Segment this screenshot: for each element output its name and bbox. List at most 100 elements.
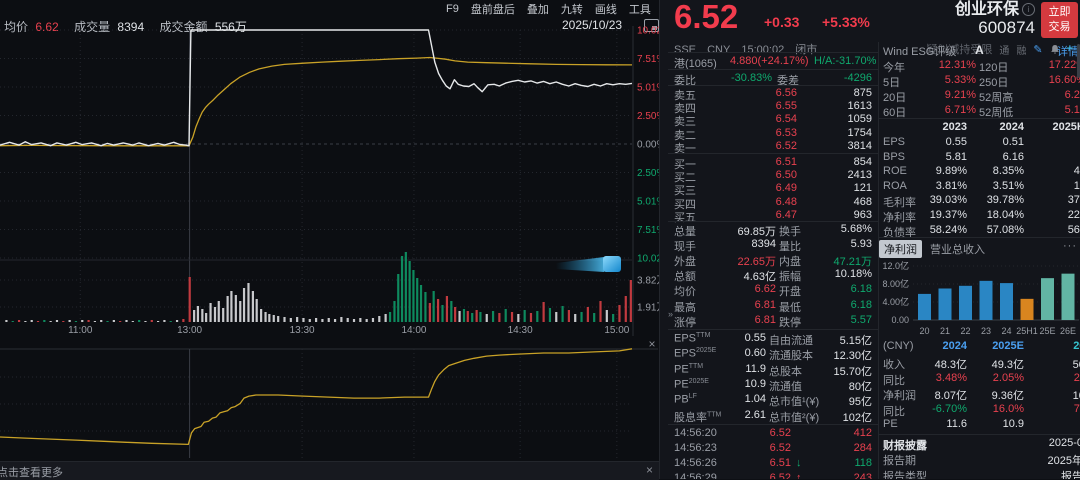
forecast-value-2: 16.0%	[992, 402, 1024, 415]
svg-text:3.82万: 3.82万	[637, 276, 659, 287]
hshare-premium: H/A:-31.70%	[814, 55, 877, 67]
notification-text[interactable]: 点击查看更多	[0, 467, 63, 479]
ask-row[interactable]: 卖二 6.53 1754	[668, 127, 878, 142]
valuation-row: EPS2025E 0.60 流通股本 12.30亿	[668, 347, 878, 362]
earnings-bar-chart[interactable]: 12.0亿 8.00亿 4.00亿 0.00 20 21 22 23 24 25H1 25E 26E	[879, 256, 1080, 338]
ask-row[interactable]: 卖一 6.52 3814	[668, 140, 878, 155]
valuation-value-2: 102亿	[842, 411, 872, 424]
panel-expand-icon[interactable]: »	[668, 309, 674, 319]
tick-row[interactable]: 14:56:23 6.52 284	[668, 442, 878, 456]
range-value-1: 6.71%	[944, 104, 976, 116]
bid-row[interactable]: 买三 6.49 121	[668, 182, 878, 197]
notification-close-icon[interactable]: ×	[646, 463, 654, 477]
range-label-1: 5日	[883, 77, 901, 89]
forecast-value-3: 10.1亿	[1072, 390, 1080, 403]
forecast-value-3: 7.85%	[1073, 402, 1080, 415]
forecast-row: 净利润 8.07亿 9.36亿 10.1亿	[879, 387, 1080, 403]
intraday-chart[interactable]: 10.02% 7.51% 5.01% 2.50% 0.00% 2.50% 5.01% 7.51…	[0, 0, 659, 461]
highlight-marker[interactable]	[556, 256, 621, 272]
valuation-row: 股息率TTM 2.61 总市值²(¥) 102亿	[668, 409, 878, 424]
tick-row[interactable]: 14:56:26 6.51 ↓ 118	[668, 457, 878, 471]
toolbar-nine-turn[interactable]: 九转	[560, 3, 583, 16]
bid-row[interactable]: 买四 6.48 468	[668, 195, 878, 211]
ask-price: 6.56	[775, 87, 797, 99]
separator	[879, 434, 1080, 435]
toolbar-pre-post-market[interactable]: 盘前盘后	[470, 3, 515, 16]
ask-label: 卖一	[674, 142, 696, 155]
bid-price: 6.48	[775, 195, 797, 208]
tick-volume: 412	[853, 427, 872, 439]
forecast-row: 收入 48.3亿 49.3亿 50.4亿	[879, 356, 1080, 371]
ask-price: 6.55	[775, 100, 797, 113]
stat-label-2: 开盘	[779, 286, 801, 299]
trade-now-button[interactable]: 立即 交易	[1041, 2, 1078, 38]
snapshot-icon[interactable]	[644, 19, 659, 32]
ask-row[interactable]: 卖四 6.55 1613	[668, 100, 878, 116]
stat-value-2: 6.18	[850, 298, 872, 311]
tick-volume: 118	[854, 457, 872, 469]
badge-tong: 通	[999, 45, 1010, 57]
fin-table-row: ROE 9.89% 8.35% 4.80%	[879, 165, 1080, 179]
separator	[668, 221, 878, 222]
weicha-label: 委差	[777, 75, 799, 87]
fin-value-2: 0.51	[1002, 136, 1024, 148]
tab-revenue[interactable]: 营业总收入	[930, 244, 985, 256]
svg-text:0.00: 0.00	[891, 315, 909, 325]
info-icon[interactable]: i	[1022, 3, 1035, 16]
tick-row[interactable]: 14:56:29 6.52 ↑ 243	[668, 472, 878, 479]
range-value-1: 5.33%	[944, 74, 976, 86]
scrollbar-thumb[interactable]	[1077, 44, 1080, 78]
toolbar-draw[interactable]: 画线	[594, 3, 617, 16]
ask-label: 卖四	[674, 103, 696, 116]
bell-icon[interactable]	[1050, 44, 1060, 55]
ask-label: 卖五	[674, 90, 696, 102]
range-label-1: 20日	[883, 92, 907, 104]
tick-volume: 243	[853, 472, 872, 479]
tick-row[interactable]: 14:56:20 6.52 412	[668, 427, 878, 441]
bid-volume: 963	[853, 208, 872, 221]
disclosure-value: 2025-08-28	[1048, 437, 1080, 449]
stats-column: Wind ESG评级A详情今年12.31%120日17.22%5日5.33%25…	[879, 0, 1080, 479]
tab-net-profit[interactable]: 净利润	[879, 240, 922, 258]
esg-detail-link[interactable]: 详情	[1057, 46, 1079, 58]
forecast-value-2: 9.36亿	[991, 390, 1024, 403]
hshare-row[interactable]: 港(1065) 4.880(+24.17%) H/A:-31.70%	[668, 55, 878, 70]
tick-price: 6.52	[769, 427, 791, 439]
stat-row: 均价 6.62 开盘 6.18	[668, 283, 878, 299]
bid-row[interactable]: 买一 6.51 854	[668, 156, 878, 171]
badge-rong: 融	[1016, 45, 1027, 57]
price-change-pct: +5.33%	[822, 14, 870, 30]
range-row: 20日 9.21%52周高 6.23	[879, 89, 1080, 104]
svg-text:15:00: 15:00	[604, 325, 629, 336]
valuation-value-2: 95亿	[848, 396, 872, 409]
range-label-2: 250日	[979, 77, 1009, 89]
valuation-label-2: 总股本	[769, 365, 802, 378]
edit-icon[interactable]: ✎	[1033, 43, 1043, 56]
notification-bar[interactable]: 点击查看更多 ×	[0, 461, 659, 480]
toolbar-overlay[interactable]: 叠加	[526, 3, 549, 16]
fin-value-1: 19.37%	[929, 209, 967, 221]
tabs-more-icon[interactable]: ···	[1063, 240, 1077, 252]
fin-value-3: 56.64%	[1067, 223, 1080, 236]
bid-row[interactable]: 买五 6.47 963	[668, 208, 878, 224]
bid-row[interactable]: 买二 6.50 2413	[668, 169, 878, 184]
stat-value-1: 8394	[751, 238, 776, 251]
ask-volume: 1613	[847, 100, 872, 113]
sub-pane-close-icon[interactable]: ×	[648, 337, 656, 351]
add-icon[interactable]: +	[1066, 43, 1073, 55]
tick-direction-up-icon: ↑	[796, 472, 802, 479]
forecast-row: 同比 3.48% 2.05% 2.40%	[879, 372, 1080, 387]
bid-volume: 121	[853, 182, 872, 195]
bid-label: 买一	[674, 159, 696, 171]
order-imbalance-row: 委比 -30.83% 委差 -4296	[668, 72, 878, 87]
weibi-value: -30.83%	[731, 72, 772, 84]
price-change: +0.33	[764, 14, 800, 30]
ask-row[interactable]: 卖五 6.56 875	[668, 87, 878, 102]
toolbar-tools[interactable]: 工具	[628, 3, 651, 16]
range-value-1: 9.21%	[944, 89, 976, 101]
toolbar-f9[interactable]: F9	[446, 2, 459, 15]
forecast-value-3: 50.4亿	[1072, 359, 1080, 371]
ask-row[interactable]: 卖三 6.54 1059	[668, 113, 878, 128]
